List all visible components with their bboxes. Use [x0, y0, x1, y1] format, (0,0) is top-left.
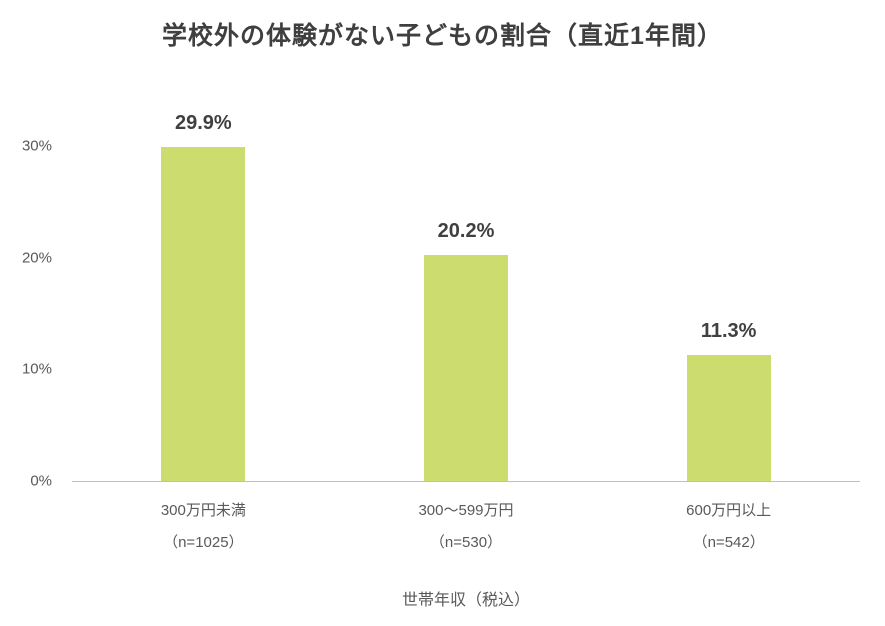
y-tick-label: 10% — [21, 360, 52, 378]
y-tick-label: 20% — [21, 249, 52, 267]
x-category-sublabel: （n=530） — [429, 534, 503, 551]
y-tick-label: 0% — [30, 472, 52, 490]
x-axis-label: 世帯年収（税込） — [401, 592, 530, 609]
chart-title: 学校外の体験がない子どもの割合（直近1年間） — [162, 22, 723, 50]
x-category-sublabel: （n=1025） — [163, 534, 244, 551]
x-category-sublabel: （n=542） — [692, 534, 765, 551]
x-category-label: 300万円未満 — [160, 502, 246, 519]
bar — [424, 255, 508, 481]
bar — [686, 354, 771, 481]
x-axis-line — [72, 481, 860, 482]
x-category-label: 600万円以上 — [686, 502, 772, 519]
y-tick-label: 30% — [21, 137, 52, 155]
bar-value-label: 29.9% — [174, 112, 232, 135]
bar-value-label: 20.2% — [437, 220, 495, 243]
bar — [161, 147, 246, 481]
bar-value-label: 11.3% — [700, 319, 757, 342]
x-category-label: 300〜599万円 — [418, 502, 514, 519]
